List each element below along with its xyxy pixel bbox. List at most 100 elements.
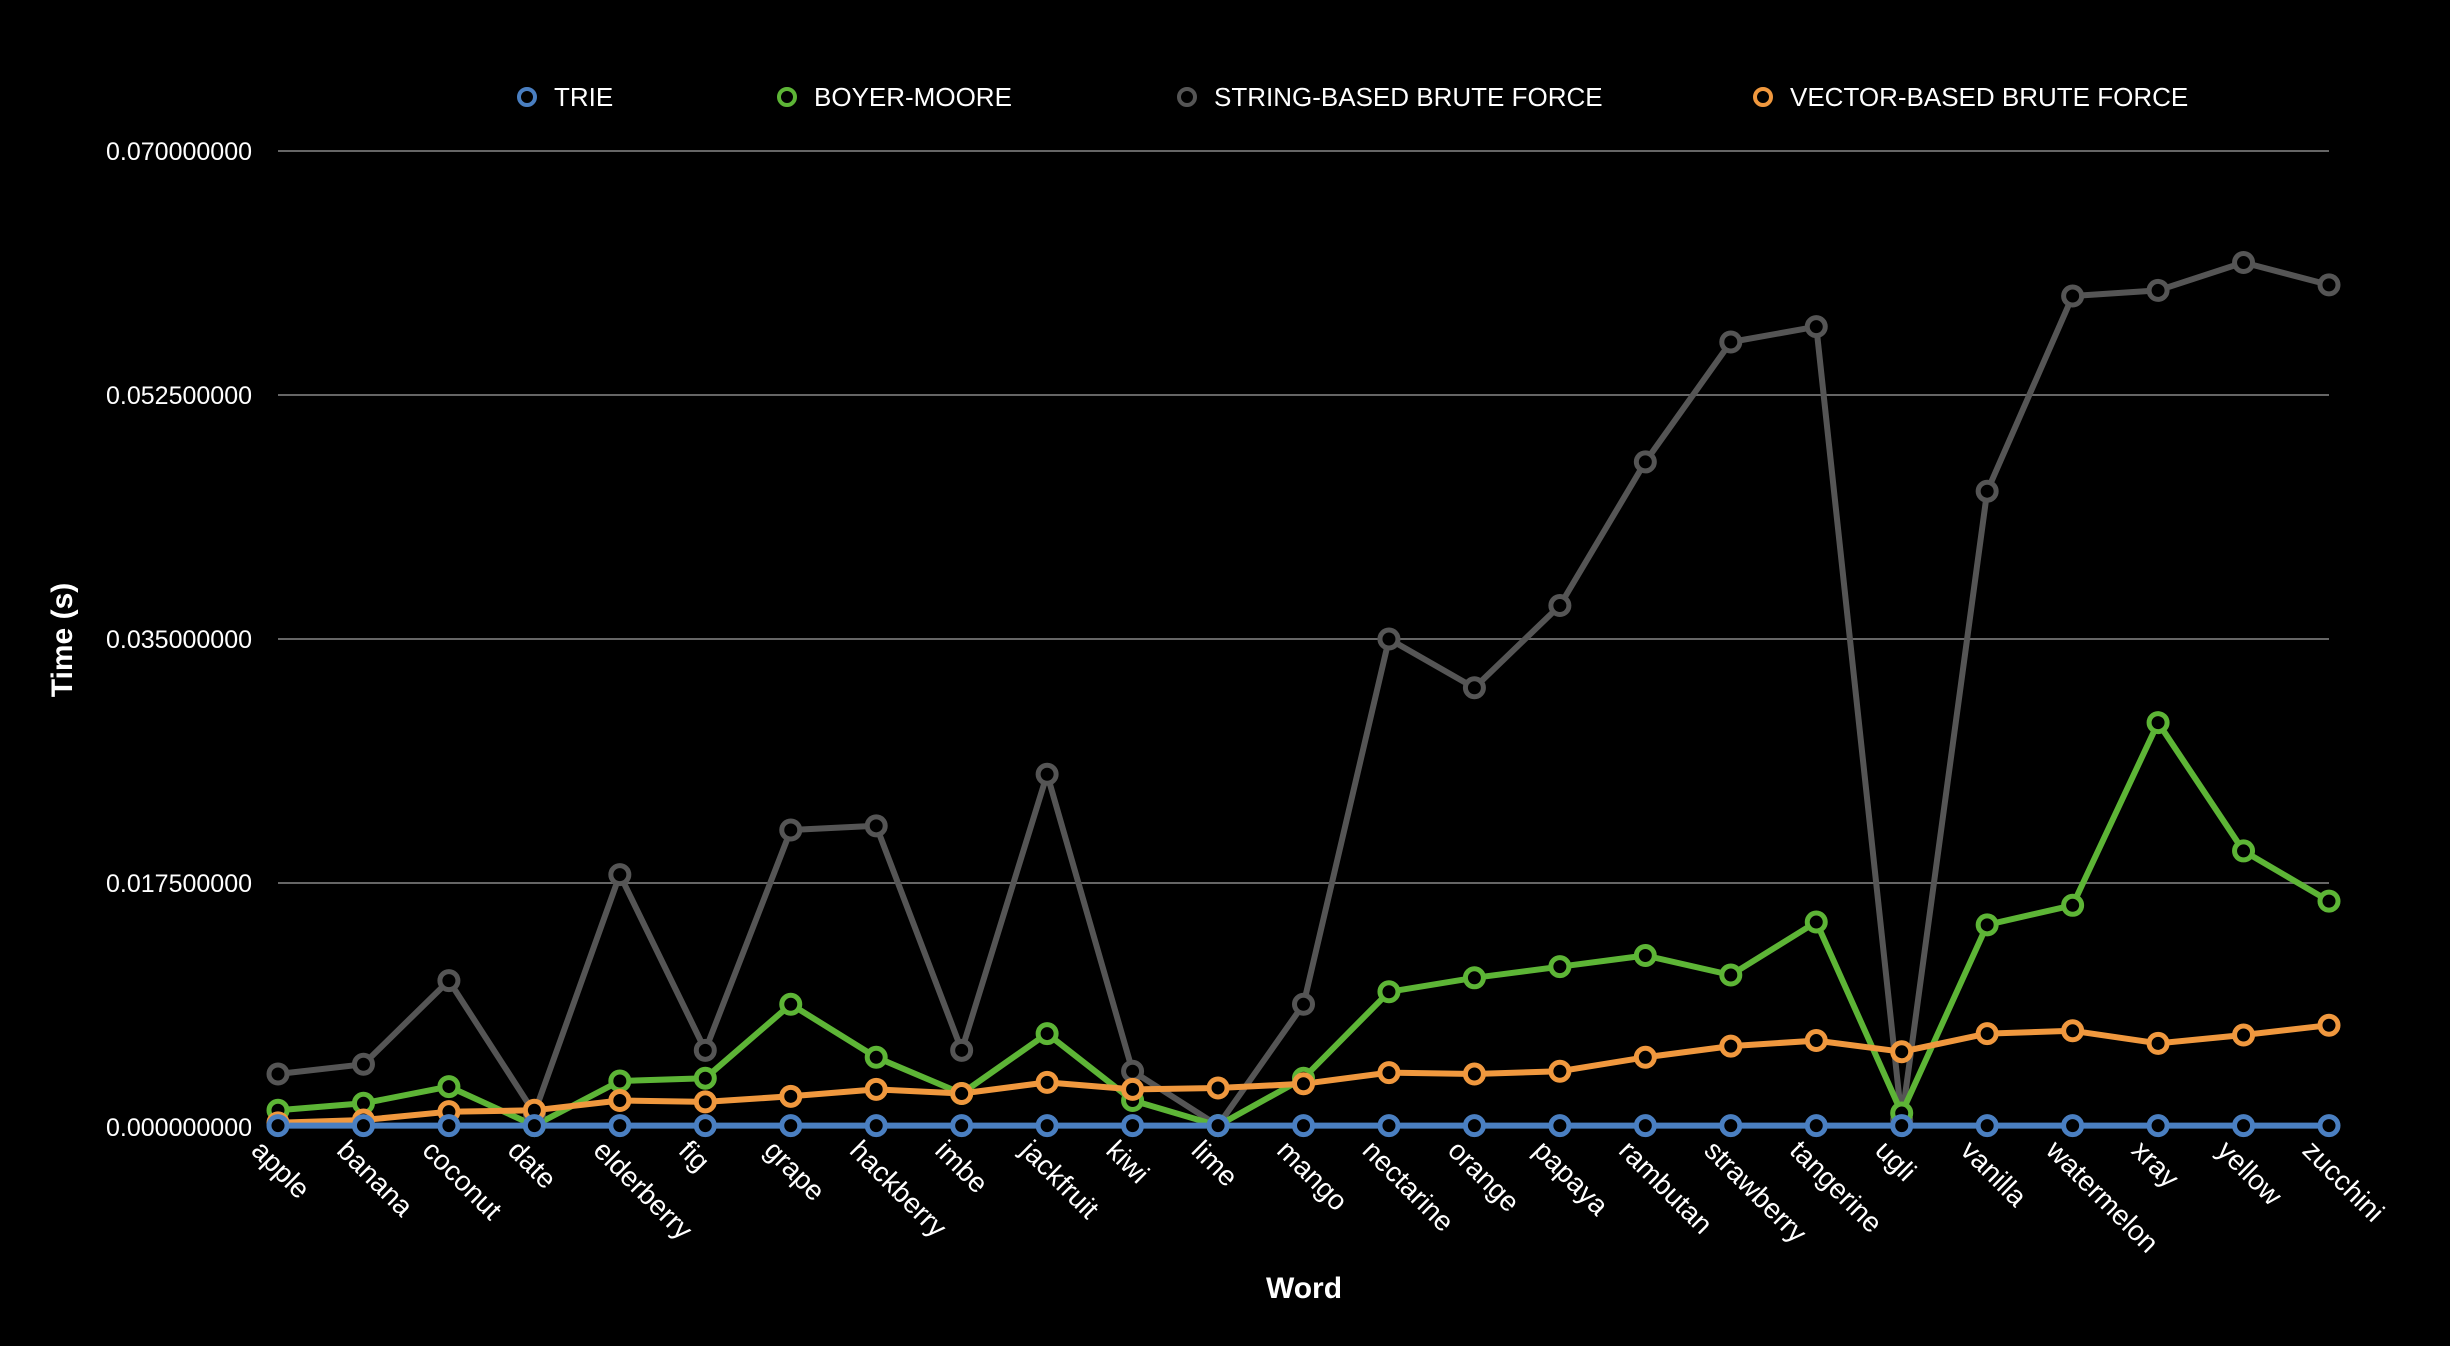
data-point	[950, 1082, 974, 1106]
data-point	[2061, 1114, 2085, 1138]
data-point	[1035, 1114, 1059, 1138]
data-point	[1206, 1114, 1230, 1138]
data-point	[1719, 1114, 1743, 1138]
data-point	[608, 1114, 632, 1138]
y-tick-label: 0.070000000	[106, 138, 252, 166]
data-point	[1377, 1061, 1401, 1085]
data-point	[437, 969, 461, 993]
legend-label: STRING-BASED BRUTE FORCE	[1214, 82, 1603, 112]
data-point	[779, 1084, 803, 1108]
y-tick-label: 0.035000000	[106, 626, 252, 654]
y-tick-label: 0.000000000	[106, 1114, 252, 1142]
data-point	[522, 1114, 546, 1138]
data-point	[1548, 955, 1572, 979]
data-point	[1377, 1114, 1401, 1138]
data-point	[608, 1089, 632, 1113]
data-point	[1633, 944, 1657, 968]
data-point	[2317, 889, 2341, 913]
data-point	[950, 1038, 974, 1062]
legend-label: VECTOR-BASED BRUTE FORCE	[1790, 82, 2188, 112]
data-point	[1548, 1059, 1572, 1083]
data-point	[1804, 910, 1828, 934]
y-tick-label: 0.052500000	[106, 382, 252, 410]
data-point	[2317, 273, 2341, 297]
data-point	[608, 1069, 632, 1093]
data-point	[1804, 315, 1828, 339]
data-point	[864, 1114, 888, 1138]
data-point	[437, 1075, 461, 1099]
data-point	[1975, 1114, 1999, 1138]
data-point	[1292, 1072, 1315, 1096]
data-point	[1975, 479, 1999, 503]
data-point	[1121, 1059, 1145, 1083]
data-point	[2146, 1114, 2170, 1138]
data-point	[864, 1045, 888, 1069]
data-point	[1206, 1076, 1230, 1100]
data-point	[266, 1062, 290, 1086]
data-point	[1719, 1034, 1743, 1058]
data-point	[864, 814, 888, 838]
data-point	[1633, 1114, 1657, 1138]
data-point	[1548, 1114, 1572, 1138]
data-point	[693, 1038, 717, 1062]
y-axis-ticks: 0.000000000 0.017500000 0.035000000 0.05250…	[106, 138, 252, 1142]
data-point	[2061, 1019, 2085, 1043]
data-point	[2232, 839, 2256, 863]
data-point	[1462, 676, 1486, 700]
data-point	[1975, 1022, 1999, 1046]
data-point	[1035, 1022, 1059, 1046]
data-point	[1804, 1114, 1828, 1138]
data-point	[2146, 278, 2170, 302]
data-point	[693, 1114, 717, 1138]
data-point	[1975, 913, 1999, 937]
legend: TRIE BOYER-MOORE STRING-BASED BRUTE FORCE V…	[517, 82, 2188, 112]
data-point	[693, 1090, 717, 1114]
data-point	[1890, 1040, 1914, 1064]
data-point	[1035, 762, 1059, 786]
data-point	[1719, 330, 1743, 354]
data-point	[351, 1052, 375, 1076]
data-point	[1633, 1045, 1657, 1069]
data-point	[779, 1114, 803, 1138]
data-point	[1462, 1114, 1486, 1138]
legend-label: TRIE	[554, 82, 613, 112]
data-point	[2317, 1114, 2341, 1138]
legend-label: BOYER-MOORE	[814, 82, 1012, 112]
data-point	[779, 992, 803, 1016]
data-point	[2146, 1031, 2170, 1055]
data-point	[1035, 1070, 1059, 1094]
data-point	[2232, 1023, 2256, 1047]
data-point	[1121, 1077, 1145, 1101]
y-axis-title: Time (s)	[46, 583, 79, 697]
data-point	[2317, 1013, 2341, 1037]
data-point	[351, 1114, 375, 1138]
legend-marker	[1753, 87, 1773, 107]
data-point	[693, 1066, 717, 1090]
data-point	[1462, 966, 1486, 990]
data-point	[1633, 450, 1657, 474]
data-point	[1548, 594, 1572, 618]
legend-marker	[1177, 87, 1197, 107]
data-point	[2061, 893, 2085, 917]
y-tick-label: 0.017500000	[106, 870, 252, 898]
data-point	[1292, 1114, 1315, 1138]
data-point	[2146, 711, 2170, 735]
data-point	[1121, 1114, 1145, 1138]
data-point	[1292, 992, 1315, 1016]
data-point	[2061, 284, 2085, 308]
data-point	[1890, 1114, 1914, 1138]
legend-marker	[777, 87, 797, 107]
data-point	[608, 863, 632, 887]
x-axis-title: Word	[1266, 1272, 1342, 1305]
data-point	[1719, 963, 1743, 987]
data-point	[950, 1114, 974, 1138]
data-point	[1377, 980, 1401, 1004]
data-point	[779, 818, 803, 842]
data-point	[864, 1077, 888, 1101]
legend-marker	[517, 87, 537, 107]
data-point	[2232, 251, 2256, 275]
data-point	[1462, 1062, 1486, 1086]
data-point	[266, 1114, 290, 1138]
